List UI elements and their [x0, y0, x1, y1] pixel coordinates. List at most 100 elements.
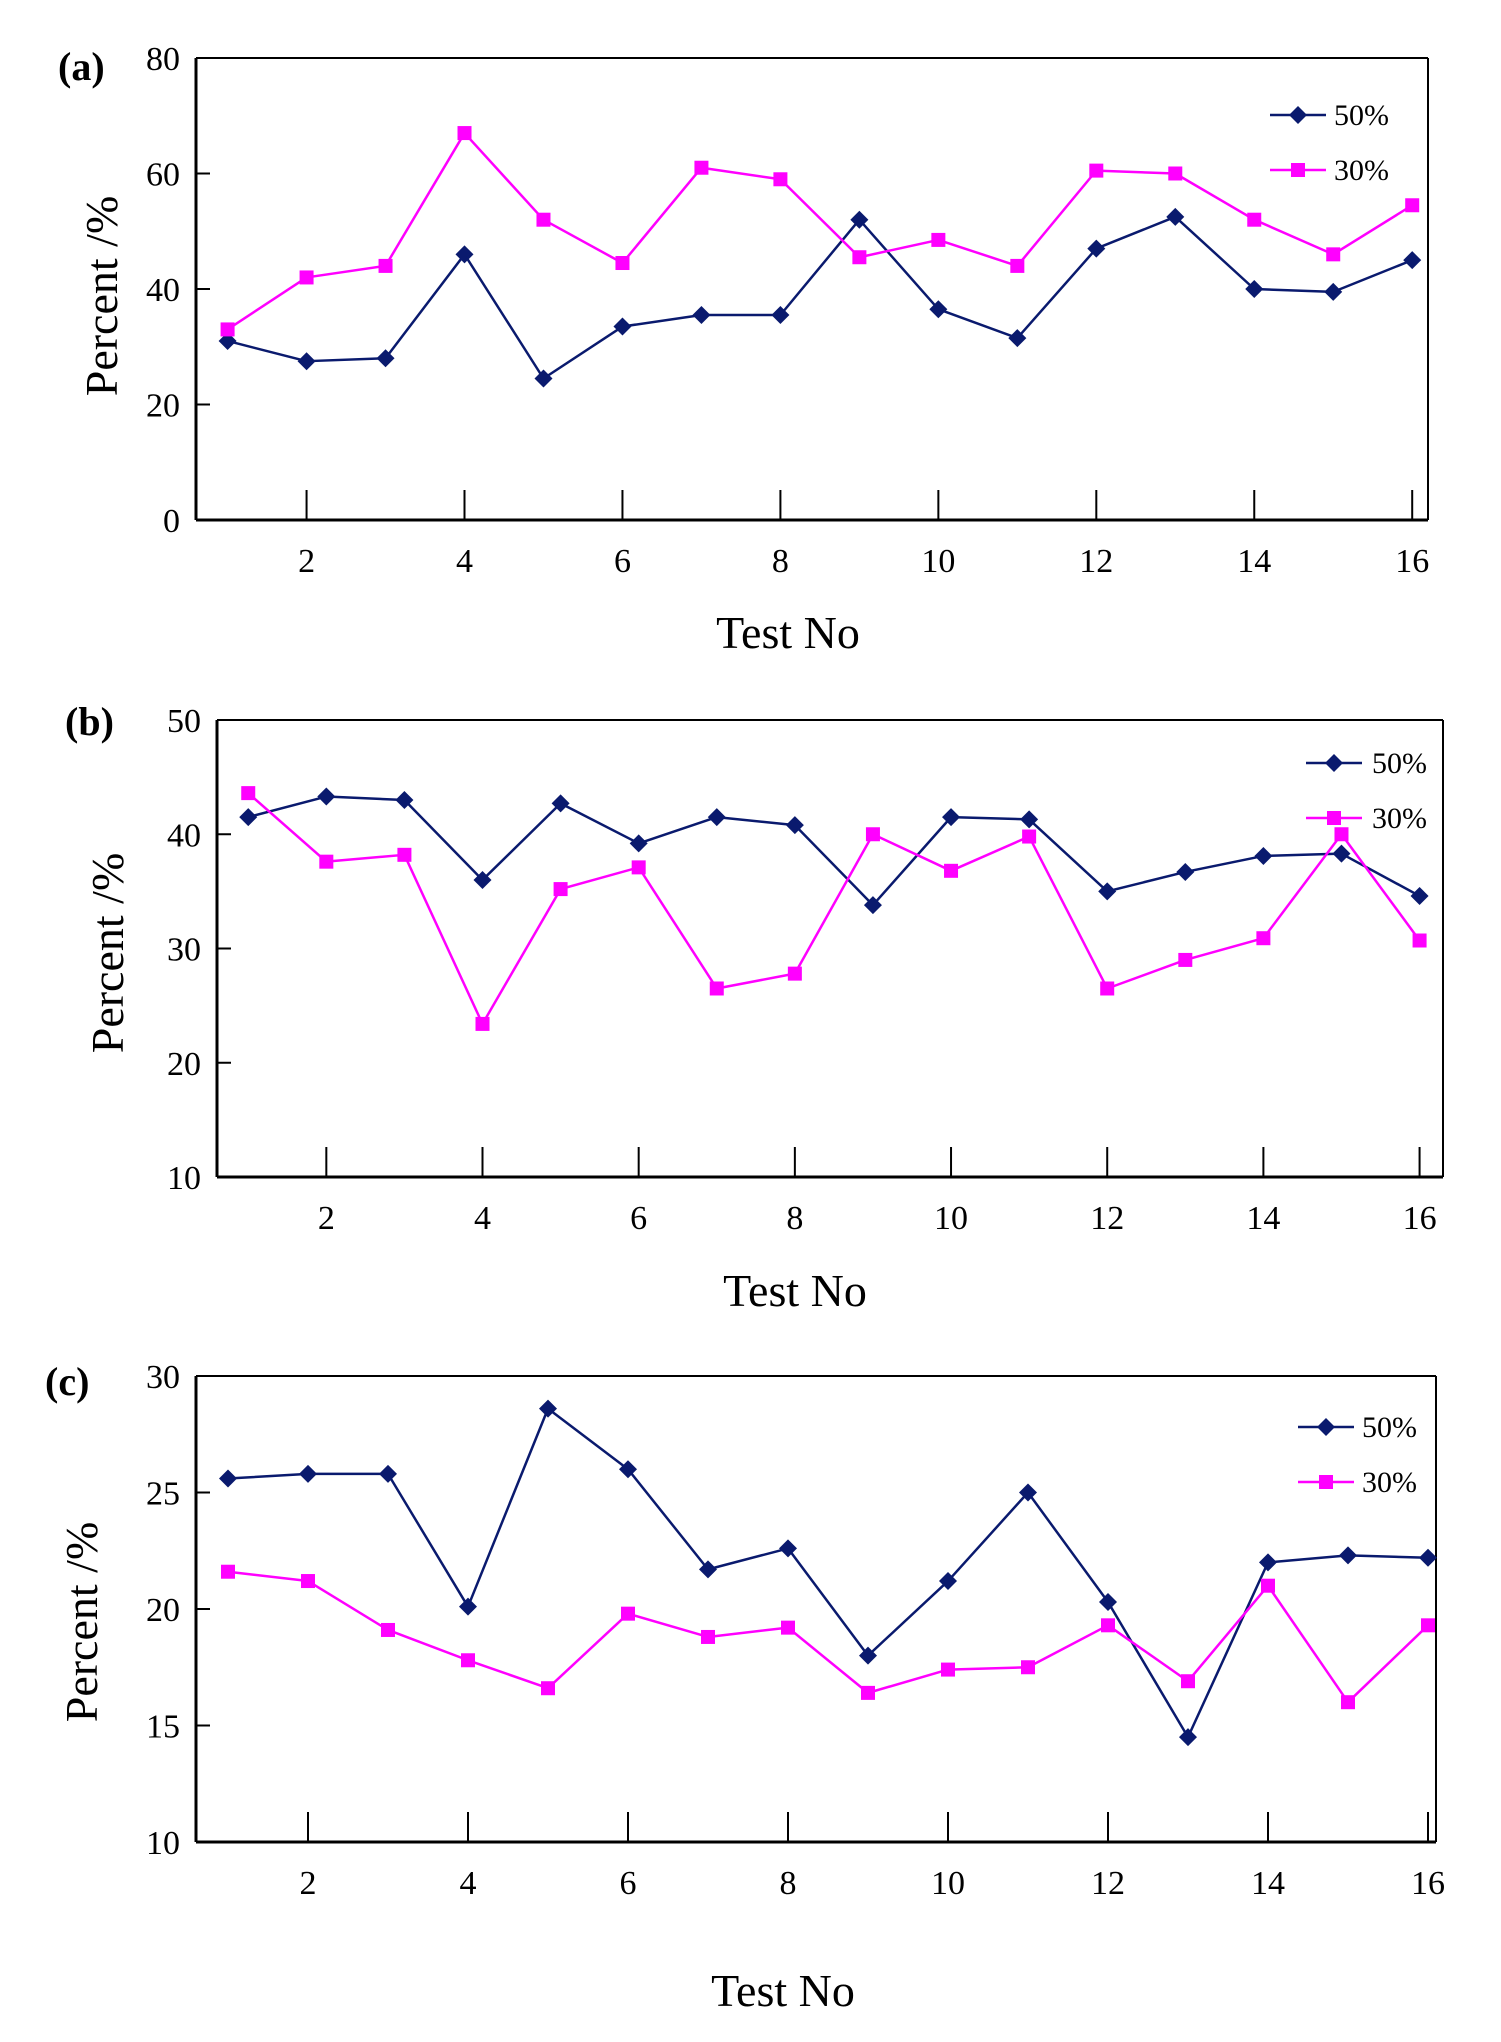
- x-tick-label: 6: [630, 1200, 647, 1237]
- x-tick-label: 14: [1251, 1865, 1285, 1902]
- data-point-30: [1334, 827, 1349, 842]
- data-point-30: [701, 1629, 715, 1644]
- data-point-30: [615, 256, 630, 271]
- data-point-30: [1421, 1618, 1435, 1633]
- data-point-50: [1099, 1593, 1117, 1612]
- data-point-50: [629, 834, 648, 853]
- data-point-30: [220, 322, 235, 337]
- chart-panel-c: (c) 10 15 20 25 30 2 4 6 8 10 12 14 16 50% 30% Test …: [45, 1359, 1445, 2016]
- x-tick-label: 8: [786, 1200, 803, 1237]
- data-point-50: [473, 870, 492, 889]
- data-point-50: [1020, 810, 1039, 829]
- data-point-50: [1008, 329, 1027, 348]
- series-line-30: [247, 792, 1421, 1026]
- series-lines-a: [226, 131, 1413, 380]
- x-axis-title-b: Test No: [723, 1265, 867, 1316]
- data-point-50: [1254, 846, 1273, 865]
- y-tick-label: 20: [167, 1046, 201, 1083]
- data-point-30: [475, 1016, 490, 1031]
- data-point-30: [1256, 931, 1271, 946]
- x-tick-label: 4: [456, 543, 473, 580]
- legend-b: 50% 30%: [1306, 747, 1427, 835]
- data-point-30: [1089, 163, 1104, 178]
- data-point-50: [1098, 882, 1117, 901]
- data-point-30: [694, 160, 709, 175]
- data-point-50: [218, 331, 237, 350]
- x-tick-label: 16: [1403, 1200, 1437, 1237]
- y-tick-label: 15: [146, 1709, 180, 1746]
- data-point-30: [301, 1574, 315, 1589]
- legend-label-50: 50%: [1372, 747, 1427, 780]
- data-point-50: [297, 352, 316, 371]
- data-point-50: [239, 808, 258, 827]
- legend-c: 50% 30%: [1298, 1411, 1417, 1499]
- panel-label-b: (b): [65, 699, 114, 744]
- data-point-30: [1100, 981, 1115, 996]
- data-point-30: [787, 966, 802, 981]
- data-point-50: [1403, 251, 1422, 270]
- x-tick-label: 2: [318, 1200, 335, 1237]
- legend-marker-50: [1289, 106, 1307, 124]
- series-lines-b: [247, 792, 1421, 1026]
- data-point-30: [781, 1620, 795, 1635]
- data-point-30: [1010, 258, 1025, 273]
- data-point-30: [241, 786, 256, 801]
- y-tick-label: 20: [146, 388, 180, 425]
- data-point-50: [863, 896, 882, 915]
- series-line-50: [227, 215, 1413, 380]
- data-point-30: [1021, 1660, 1035, 1675]
- data-point-30: [1405, 198, 1420, 213]
- tick-layer-a: 0 20 40 60 80 2 4 6 8 10 12 14 16: [146, 41, 1429, 580]
- series-line-50: [227, 1407, 1429, 1739]
- x-tick-label: 4: [474, 1200, 491, 1237]
- data-point-50: [1179, 1728, 1197, 1747]
- series-line-30: [226, 131, 1413, 331]
- data-point-50: [455, 245, 474, 264]
- x-tick-label: 14: [1246, 1200, 1280, 1237]
- data-point-30: [457, 126, 472, 141]
- series-line-30: [227, 1570, 1429, 1704]
- data-point-50: [707, 808, 726, 827]
- legend-marker-50: [1317, 1418, 1335, 1436]
- legend-label-50: 50%: [1362, 1411, 1417, 1444]
- y-tick-label: 30: [167, 932, 201, 969]
- series-markers-a: [218, 126, 1422, 388]
- data-point-50: [1332, 844, 1351, 863]
- data-point-30: [1341, 1695, 1355, 1710]
- data-point-50: [859, 1646, 877, 1665]
- data-point-50: [1410, 886, 1429, 905]
- y-tick-label: 80: [146, 41, 180, 78]
- data-point-50: [929, 300, 948, 319]
- data-point-30: [1326, 247, 1341, 262]
- data-point-30: [1022, 829, 1037, 844]
- legend-marker-30: [1319, 1475, 1333, 1489]
- data-point-50: [779, 1539, 797, 1558]
- series-line-50: [247, 795, 1421, 907]
- y-tick-label: 20: [146, 1592, 180, 1629]
- legend-label-50: 50%: [1334, 99, 1389, 132]
- x-tick-label: 12: [1090, 1200, 1124, 1237]
- tick-layer-c: 10 15 20 25 30 2 4 6 8 10 12 14 16: [146, 1359, 1445, 1902]
- data-point-50: [785, 816, 804, 835]
- data-point-30: [381, 1622, 395, 1637]
- y-tick-label: 40: [146, 272, 180, 309]
- tick-layer-b: 10 20 30 40 50 2 4 6 8 10 12 14 16: [167, 703, 1444, 1237]
- data-point-50: [771, 305, 790, 324]
- data-point-30: [1181, 1674, 1195, 1689]
- data-point-30: [621, 1606, 635, 1621]
- x-tick-label: 10: [934, 1200, 968, 1237]
- data-point-50: [379, 1464, 397, 1483]
- x-axis-title-a: Test No: [716, 607, 860, 658]
- data-point-50: [699, 1560, 717, 1579]
- data-point-30: [931, 232, 946, 247]
- panel-label-c: (c): [45, 1359, 89, 1404]
- y-axis-title-b: Percent /%: [82, 853, 133, 1054]
- x-axis-title-c: Test No: [711, 1965, 855, 2016]
- legend-marker-30: [1327, 811, 1341, 825]
- x-tick-label: 16: [1411, 1865, 1445, 1902]
- x-tick-label: 8: [772, 543, 789, 580]
- data-point-50: [1166, 207, 1185, 226]
- data-point-50: [1324, 282, 1343, 301]
- y-axis-title-c: Percent /%: [56, 1522, 107, 1723]
- data-point-30: [378, 258, 393, 273]
